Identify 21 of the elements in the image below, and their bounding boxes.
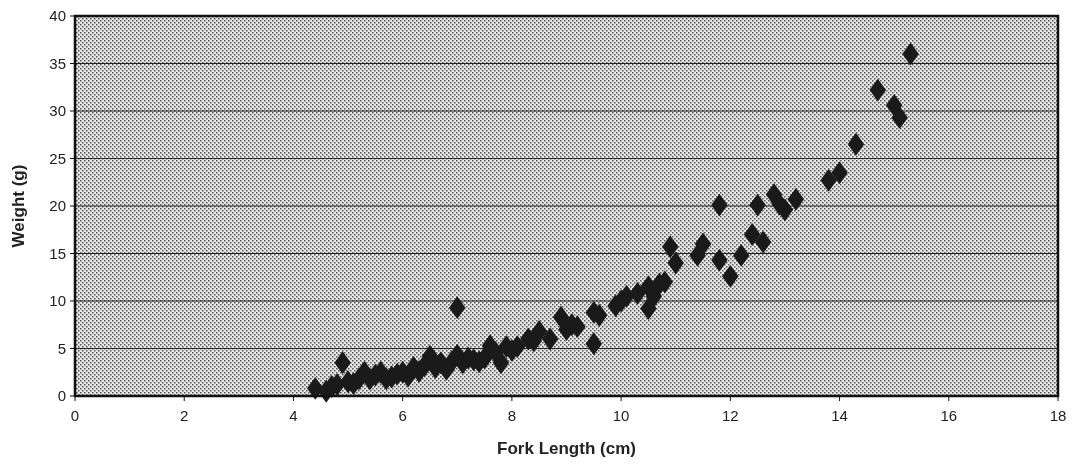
x-tick-label: 16 [940,407,958,424]
y-axis-title: Weight (g) [9,164,28,248]
y-tick-label: 20 [49,197,66,215]
y-tick-label: 10 [49,292,66,310]
x-tick-label: 2 [180,407,189,424]
y-tick-label: 30 [49,102,66,120]
x-tick-label: 0 [70,407,80,424]
x-axis-title: Fork Length (cm) [497,439,636,458]
y-tick-label: 0 [57,387,66,405]
x-tick-label: 12 [721,407,739,424]
y-tick-label: 25 [49,149,66,167]
x-tick-label: 18 [1049,407,1067,424]
x-tick-label: 10 [612,407,630,424]
y-tick-label: 35 [49,54,66,72]
x-tick-label: 6 [398,407,407,424]
x-tick-label: 4 [289,407,298,424]
y-tick-label: 5 [57,339,66,357]
y-tick-label: 15 [49,244,66,262]
x-tick-label: 14 [831,407,848,424]
y-tick-label: 40 [49,7,66,25]
x-tick-label: 8 [507,407,517,424]
